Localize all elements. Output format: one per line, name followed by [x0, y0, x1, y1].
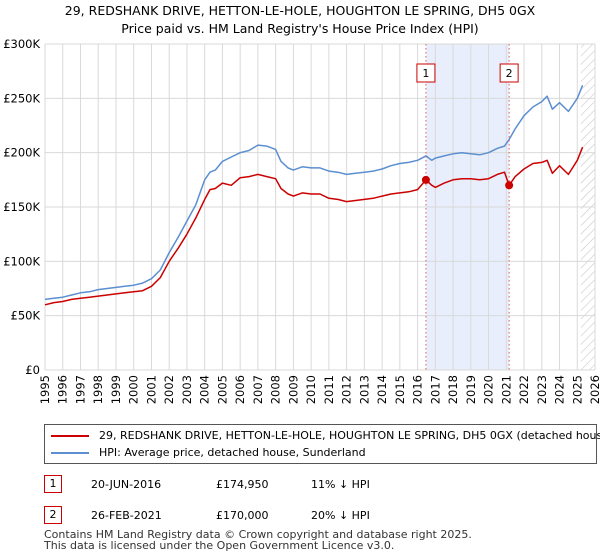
x-tick-label: 2013	[357, 375, 371, 404]
footer-attribution: Contains HM Land Registry data © Crown c…	[44, 529, 472, 551]
y-tick-label: £300K	[3, 37, 40, 51]
sale-row: 2 26-FEB-2021 £170,000 20% ↓ HPI	[44, 505, 597, 527]
x-tick-label: 2016	[411, 375, 425, 404]
sale-point	[505, 181, 514, 190]
x-tick-label: 2024	[553, 375, 567, 404]
x-tick-label: 2020	[482, 375, 496, 404]
x-tick-label: 2021	[499, 375, 513, 404]
x-tick-label: 2022	[517, 375, 531, 404]
x-tick-label: 2017	[428, 375, 442, 404]
sale-point	[421, 175, 430, 184]
legend-label-property: 29, REDSHANK DRIVE, HETTON-LE-HOLE, HOUG…	[99, 429, 600, 442]
x-tick-label: 2023	[535, 375, 549, 404]
y-tick-label: £100K	[3, 254, 40, 268]
chart-title: 29, REDSHANK DRIVE, HETTON-LE-HOLE, HOUG…	[64, 3, 536, 18]
footer-line-2: This data is licensed under the Open Gov…	[44, 539, 395, 552]
x-tick-label: 1999	[109, 375, 123, 404]
sale-date: 26-FEB-2021	[91, 509, 162, 522]
x-tick-label: 2014	[375, 375, 389, 404]
sale-row: 1 20-JUN-2016 £174,950 11% ↓ HPI	[44, 474, 597, 496]
footer-line-1: Contains HM Land Registry data © Crown c…	[44, 528, 472, 541]
y-tick-label: £200K	[3, 146, 40, 160]
x-tick-label: 2026	[588, 375, 600, 404]
sale-label-box	[416, 63, 436, 83]
x-tick-label: 2000	[127, 375, 141, 404]
sale-label-box	[499, 63, 519, 83]
legend-item-hpi: HPI: Average price, detached house, Sund…	[51, 445, 366, 461]
x-tick-label: 2005	[215, 375, 229, 404]
x-tick-label: 2008	[269, 375, 283, 404]
x-tick-label: 2025	[570, 375, 584, 404]
sale-date: 20-JUN-2016	[91, 478, 162, 491]
legend: 29, REDSHANK DRIVE, HETTON-LE-HOLE, HOUG…	[44, 424, 600, 464]
x-tick-label: 2019	[464, 375, 478, 404]
x-tick-label: 1995	[38, 375, 52, 404]
x-tick-label: 2010	[304, 375, 318, 404]
x-tick-label: 2018	[446, 375, 460, 404]
sale-hpi-diff: 20% ↓ HPI	[311, 509, 370, 522]
chart-subtitle: Price paid vs. HM Land Registry's House …	[121, 21, 479, 36]
x-tick-label: 2002	[162, 375, 176, 404]
series-line-hpi	[44, 85, 584, 301]
x-tick-label: 2006	[233, 375, 247, 404]
x-tick-label: 1997	[73, 375, 87, 404]
x-tick-label: 2004	[198, 375, 212, 404]
y-tick-label: £0	[25, 363, 40, 377]
x-tick-label: 2001	[144, 375, 158, 404]
x-tick-label: 2012	[340, 375, 354, 404]
y-tick-label: £250K	[3, 91, 40, 105]
x-tick-label: 2011	[322, 375, 336, 404]
y-tick-label: £150K	[3, 200, 40, 214]
x-tick-label: 2007	[251, 375, 265, 404]
legend-swatch-hpi	[51, 452, 89, 454]
legend-label-hpi: HPI: Average price, detached house, Sund…	[99, 446, 366, 459]
sale-price: £174,950	[216, 478, 269, 491]
sale-number-badge: 2	[44, 506, 62, 524]
x-tick-label: 2015	[393, 375, 407, 404]
series-line-property	[44, 146, 584, 306]
sale-price: £170,000	[216, 509, 269, 522]
sale-label-number: 1	[422, 67, 429, 80]
x-tick-label: 2003	[180, 375, 194, 404]
y-tick-label: £50K	[11, 309, 41, 323]
x-tick-label: 2009	[286, 375, 300, 404]
sale-hpi-diff: 11% ↓ HPI	[311, 478, 370, 491]
sale-number-badge: 1	[44, 475, 62, 493]
x-tick-label: 1996	[56, 375, 70, 404]
x-tick-label: 1998	[91, 375, 105, 404]
legend-item-property: 29, REDSHANK DRIVE, HETTON-LE-HOLE, HOUG…	[51, 428, 600, 444]
sale-label-number: 2	[506, 67, 513, 80]
legend-swatch-property	[51, 435, 89, 437]
